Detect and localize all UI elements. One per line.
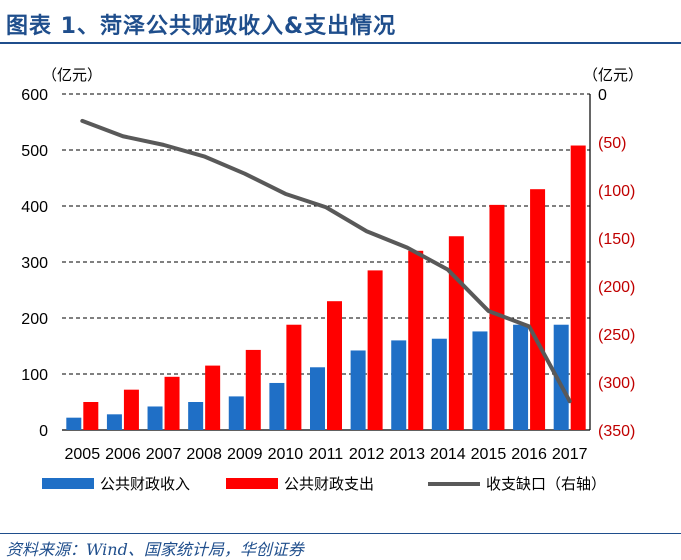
income-bar <box>147 406 163 430</box>
income-bar <box>391 340 407 430</box>
x-tick-label: 2010 <box>268 446 304 463</box>
right-tick-label: (50) <box>598 135 626 152</box>
right-tick-label: (150) <box>598 231 635 248</box>
income-bar <box>350 350 366 430</box>
x-tick-label: 2015 <box>471 446 507 463</box>
right-tick-label: (300) <box>598 375 635 392</box>
gap-line <box>80 118 572 404</box>
income-bar <box>553 324 569 430</box>
source-divider <box>0 533 681 534</box>
x-tick-label: 2009 <box>227 446 263 463</box>
figure-title: 图表 1、菏泽公共财政收入&支出情况 <box>6 14 397 39</box>
income-bar <box>106 414 122 430</box>
left-tick-label: 0 <box>39 423 48 440</box>
income-bar <box>310 367 325 430</box>
left-tick-label: 300 <box>21 255 48 272</box>
right-tick-label: (350) <box>598 423 635 440</box>
income-bar <box>472 331 488 430</box>
expenditure-bar <box>530 189 546 430</box>
income-bar <box>228 396 244 430</box>
left-tick-label: 200 <box>21 311 48 328</box>
income-bar <box>188 402 204 430</box>
legend-swatch-income <box>42 478 94 489</box>
expenditure-bar <box>123 389 139 430</box>
income-bar <box>66 417 82 430</box>
expenditure-bar <box>327 301 342 430</box>
expenditure-bar <box>164 376 180 430</box>
x-tick-label: 2016 <box>511 446 547 463</box>
x-tick-label: 2014 <box>430 446 466 463</box>
expenditure-bar <box>245 349 261 430</box>
expenditure-bar <box>448 236 464 430</box>
expenditure-bar <box>408 250 424 430</box>
title-divider <box>0 42 681 44</box>
expenditure-bar <box>489 204 505 430</box>
x-tick-label: 2005 <box>65 446 101 463</box>
right-tick-label: (100) <box>598 183 635 200</box>
legend-swatch-expenditure <box>226 478 278 489</box>
x-tick-label: 2007 <box>146 446 182 463</box>
expenditure-bar <box>367 270 383 430</box>
source-note: 资料来源：Wind、国家统计局，华创证券 <box>6 540 304 559</box>
expenditure-bar <box>286 324 302 430</box>
income-bar <box>431 338 447 430</box>
x-tick-label: 2013 <box>389 446 425 463</box>
expenditure-bar <box>205 365 221 430</box>
right-tick-label: (200) <box>598 279 635 296</box>
expenditure-bar <box>83 402 99 430</box>
income-bar <box>269 382 285 430</box>
left-tick-label: 400 <box>21 199 48 216</box>
x-tick-label: 2006 <box>105 446 141 463</box>
left-tick-label: 600 <box>21 87 48 104</box>
right-axis-unit: （亿元） <box>583 66 643 84</box>
expenditure-bar <box>570 145 586 430</box>
x-tick-label: 2011 <box>309 446 344 463</box>
x-tick-label: 2012 <box>349 446 385 463</box>
x-tick-label: 2008 <box>186 446 222 463</box>
x-tick-label: 2017 <box>552 446 588 463</box>
legend-label-income: 公共财政收入 <box>100 475 190 493</box>
left-tick-label: 500 <box>21 143 48 160</box>
left-tick-label: 100 <box>21 367 48 384</box>
legend-label-gap: 收支缺口（右轴） <box>486 475 606 493</box>
right-tick-label: 0 <box>598 87 607 104</box>
income-bar <box>513 324 529 430</box>
left-axis-unit: （亿元） <box>42 66 102 84</box>
legend-label-expenditure: 公共财政支出 <box>284 475 374 493</box>
chart: （亿元） （亿元） 0 100 200 300 400 500 600 0 (50) (100) (15… <box>21 66 643 493</box>
right-tick-label: (250) <box>598 327 635 344</box>
